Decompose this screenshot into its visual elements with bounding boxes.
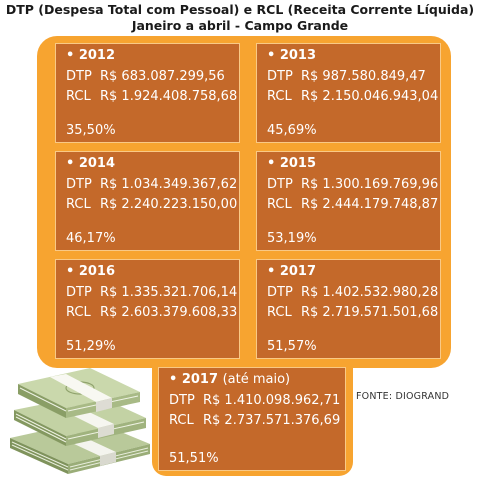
page-subtitle: Janeiro a abril - Campo Grande <box>131 18 349 33</box>
card-2017-until-may: • 2017 (até maio) DTP R$ 1.410.098.962,71… <box>158 367 346 471</box>
dtp-label: DTP <box>267 285 293 300</box>
rcl-label: RCL <box>267 197 292 212</box>
rcl-label: RCL <box>267 305 292 320</box>
card-year: • 2013 <box>267 48 317 63</box>
card-year: • 2012 <box>66 48 116 63</box>
card-year-label: 2017 <box>279 264 317 279</box>
rcl-row: RCL R$ 2.603.379.608,33 <box>66 305 237 320</box>
card-2014: • 2014 DTP R$ 1.034.349.367,62 RCL R$ 2.24… <box>55 151 240 251</box>
page-title: DTP (Despesa Total com Pessoal) e RCL (R… <box>5 2 475 17</box>
dtp-label: DTP <box>66 285 92 300</box>
dtp-row: DTP R$ 1.402.532.980,28 <box>267 285 438 300</box>
rcl-value: R$ 2.150.046.943,04 <box>301 89 439 104</box>
card-year: • 2016 <box>66 264 116 279</box>
dtp-label: DTP <box>66 177 92 192</box>
rcl-row: RCL R$ 1.924.408.758,68 <box>66 89 237 104</box>
dtp-label: DTP <box>267 69 293 84</box>
card-year: • 2017 <box>267 264 317 279</box>
rcl-value: R$ 2.444.179.748,87 <box>301 197 439 212</box>
rcl-row: RCL R$ 2.719.571.501,68 <box>267 305 438 320</box>
dtp-value: R$ 1.335.321.706,14 <box>100 285 238 300</box>
source-credit: FONTE: DIOGRAND <box>356 391 450 402</box>
card-year-label: 2016 <box>78 264 116 279</box>
rcl-row: RCL R$ 2.150.046.943,04 <box>267 89 438 104</box>
rcl-value: R$ 2.719.571.501,68 <box>301 305 439 320</box>
dtp-value: R$ 683.087.299,56 <box>100 69 225 84</box>
percent-value: 53,19% <box>267 231 317 246</box>
rcl-value: R$ 2.737.571.376,69 <box>203 413 341 428</box>
card-year-label: 2014 <box>78 156 116 171</box>
card-year-label: 2015 <box>279 156 317 171</box>
rcl-label: RCL <box>66 305 91 320</box>
rcl-label: RCL <box>169 413 194 428</box>
rcl-value: R$ 2.240.223.150,00 <box>100 197 238 212</box>
dtp-value: R$ 987.580.849,47 <box>301 69 426 84</box>
percent-value: 35,50% <box>66 123 116 138</box>
percent-value: 45,69% <box>267 123 317 138</box>
percent-value: 51,51% <box>169 451 219 466</box>
card-2013: • 2013 DTP R$ 987.580.849,47 RCL R$ 2.150.… <box>256 43 441 143</box>
card-2015: • 2015 DTP R$ 1.300.169.769,96 RCL R$ 2.44… <box>256 151 441 251</box>
rcl-label: RCL <box>66 197 91 212</box>
dtp-row: DTP R$ 1.300.169.769,96 <box>267 177 438 192</box>
card-year-label: 2013 <box>279 48 317 63</box>
money-stack-icon <box>10 368 150 474</box>
card-year-label: 2017 <box>181 372 219 387</box>
rcl-row: RCL R$ 2.240.223.150,00 <box>66 197 237 212</box>
card-year: • 2017 (até maio) <box>169 372 291 387</box>
rcl-value: R$ 1.924.408.758,68 <box>100 89 238 104</box>
card-2012: • 2012 DTP R$ 683.087.299,56 RCL R$ 1.924.… <box>55 43 240 143</box>
dtp-value: R$ 1.410.098.962,71 <box>203 393 341 408</box>
rcl-row: RCL R$ 2.444.179.748,87 <box>267 197 438 212</box>
dtp-label: DTP <box>169 393 195 408</box>
rcl-label: RCL <box>66 89 91 104</box>
dtp-label: DTP <box>66 69 92 84</box>
rcl-row: RCL R$ 2.737.571.376,69 <box>169 413 340 428</box>
card-year-label: 2012 <box>78 48 116 63</box>
card-year: • 2014 <box>66 156 116 171</box>
percent-value: 51,29% <box>66 339 116 354</box>
dtp-row: DTP R$ 1.034.349.367,62 <box>66 177 237 192</box>
dtp-row: DTP R$ 1.410.098.962,71 <box>169 393 340 408</box>
card-year: • 2015 <box>267 156 317 171</box>
dtp-value: R$ 1.300.169.769,96 <box>301 177 439 192</box>
percent-value: 51,57% <box>267 339 317 354</box>
rcl-label: RCL <box>267 89 292 104</box>
dtp-row: DTP R$ 987.580.849,47 <box>267 69 426 84</box>
card-2016: • 2016 DTP R$ 1.335.321.706,14 RCL R$ 2.60… <box>55 259 240 359</box>
dtp-value: R$ 1.034.349.367,62 <box>100 177 238 192</box>
card-2017: • 2017 DTP R$ 1.402.532.980,28 RCL R$ 2.71… <box>256 259 441 359</box>
dtp-row: DTP R$ 683.087.299,56 <box>66 69 225 84</box>
card-year-note: (até maio) <box>222 372 291 387</box>
dtp-value: R$ 1.402.532.980,28 <box>301 285 439 300</box>
dtp-row: DTP R$ 1.335.321.706,14 <box>66 285 237 300</box>
percent-value: 46,17% <box>66 231 116 246</box>
rcl-value: R$ 2.603.379.608,33 <box>100 305 238 320</box>
dtp-label: DTP <box>267 177 293 192</box>
